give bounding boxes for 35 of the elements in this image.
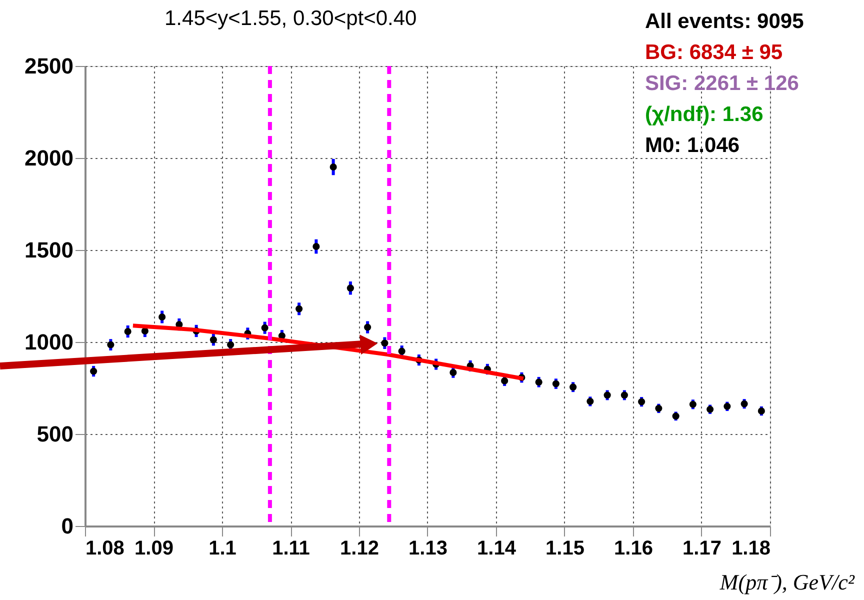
annotation: SIG: 2261 ± 126 [645,72,799,95]
x-tick-label: 1.18 [732,538,770,560]
annotation: (χ/ndf): 1.36 [645,103,764,126]
y-tick-label: 2500 [24,54,74,78]
text: All events: 9095 [645,10,804,33]
y-tick-label: 0 [61,514,74,538]
annotation: M0: 1.046 [645,134,740,157]
point [312,242,320,250]
x-tick-label: 1.15 [546,538,584,560]
point [296,305,303,312]
x-tick-label: 1.08 [86,538,124,560]
x-tick-label: 1.16 [614,538,653,560]
x-tick-label: 1.11 [272,538,310,560]
line-series [130,324,526,381]
y-tick-label: 1500 [24,238,74,262]
point [346,284,354,292]
x-tick-label: 1.13 [408,538,448,560]
text: BG: 6834 ± 95 [645,41,783,64]
x-axis-title: M(pπ⁻), GeV/c² [718,570,855,594]
x-tick-label: 1.09 [134,538,174,560]
x-tick-label: 1.1 [208,538,236,560]
x-tick-label: 1.17 [682,538,722,560]
point [261,324,268,332]
y-tick-label: 500 [36,422,74,446]
point [381,340,388,347]
point [210,336,217,344]
y-tick-label: 2000 [24,146,74,170]
x-tick-label: 1.12 [340,538,379,560]
point [124,328,132,336]
y-tick-label: 1000 [24,330,74,354]
chart-title: 1.45<y<1.55, 0.30<pt<0.40 [164,7,417,30]
point [330,163,337,171]
point [158,313,166,321]
point [364,324,372,331]
x-tick-label: 1.14 [477,538,517,560]
